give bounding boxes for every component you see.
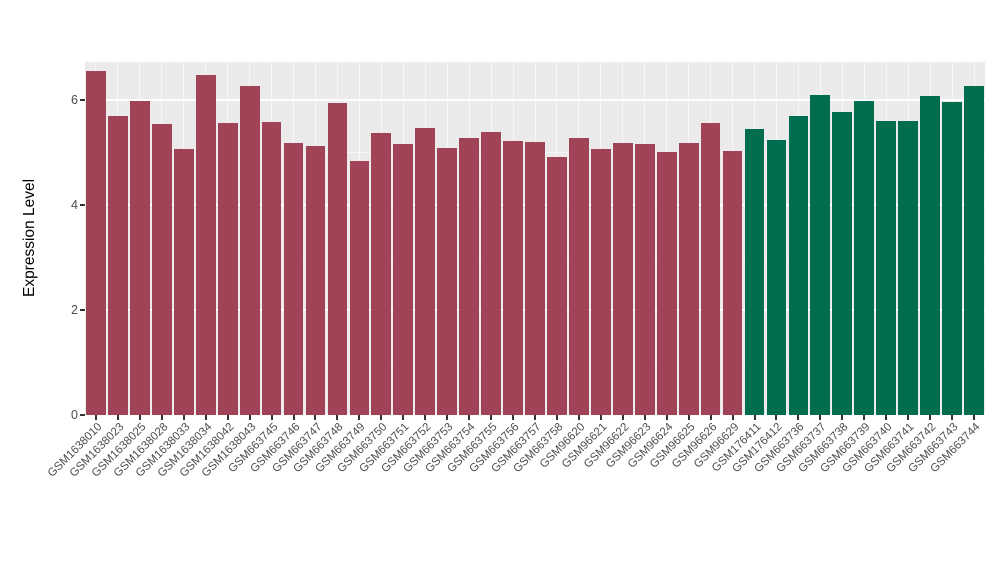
- x-tick-mark: [709, 415, 712, 420]
- x-tick-mark: [731, 415, 734, 420]
- bar: [86, 71, 106, 415]
- bar: [261, 122, 282, 415]
- bar: [964, 86, 984, 415]
- bar: [173, 148, 194, 415]
- x-tick-mark: [643, 415, 646, 420]
- bar: [283, 143, 304, 415]
- x-tick-mark: [534, 415, 536, 420]
- bar: [195, 75, 216, 415]
- x-tick-mark: [863, 415, 866, 420]
- x-tick-mark: [468, 415, 471, 420]
- x-tick-mark: [336, 415, 339, 420]
- y-tick-label: 6: [71, 93, 78, 108]
- x-tick-mark: [753, 415, 756, 420]
- bar: [854, 101, 875, 415]
- bar: [305, 146, 326, 415]
- x-tick-mark: [446, 415, 449, 420]
- y-tick-mark: [80, 309, 85, 312]
- x-tick-mark: [555, 415, 558, 420]
- bar: [612, 143, 633, 415]
- x-tick-mark: [512, 415, 515, 420]
- y-tick-mark: [80, 99, 85, 102]
- y-tick-mark: [80, 414, 85, 416]
- x-tick-mark: [248, 415, 251, 420]
- x-tick-mark: [841, 415, 844, 420]
- bar: [569, 138, 589, 415]
- bar: [437, 147, 458, 415]
- x-tick-mark: [907, 415, 910, 420]
- x-tick-mark: [424, 415, 427, 420]
- bar: [744, 129, 765, 415]
- bar: [415, 128, 436, 415]
- x-tick-mark: [797, 415, 800, 420]
- bar: [722, 151, 743, 415]
- x-tick-mark: [687, 415, 690, 420]
- bar: [656, 152, 677, 415]
- x-tick-mark: [270, 415, 273, 420]
- bar: [349, 161, 370, 415]
- y-tick-mark: [80, 204, 85, 207]
- x-tick-mark: [204, 415, 207, 420]
- x-tick-mark: [160, 415, 163, 420]
- bar: [239, 86, 260, 415]
- bar: [942, 102, 962, 415]
- bar: [590, 148, 611, 415]
- x-tick-mark: [951, 415, 954, 420]
- plot-panel: [85, 62, 985, 416]
- x-tick-mark: [929, 415, 932, 420]
- bar: [920, 96, 940, 415]
- bar: [108, 115, 128, 415]
- x-tick-mark: [94, 415, 97, 420]
- x-tick-mark: [292, 415, 295, 420]
- x-tick-mark: [358, 415, 361, 420]
- x-tick-mark: [973, 415, 976, 420]
- bar: [371, 133, 392, 415]
- bar: [810, 95, 831, 415]
- x-tick-mark: [599, 415, 602, 420]
- x-tick-labels: GSM1638010 GSM1638023 GSM1638025 GSM1638028…: [46, 421, 985, 571]
- bar: [700, 123, 721, 415]
- x-tick-mark: [621, 415, 624, 420]
- bar: [547, 157, 567, 415]
- bar: [151, 124, 172, 415]
- bar: [788, 116, 809, 415]
- y-tick-label: 4: [71, 198, 78, 213]
- bar: [832, 112, 853, 415]
- x-tick-mark: [665, 415, 668, 420]
- bar: [327, 103, 348, 415]
- bar: [217, 123, 238, 415]
- bar: [525, 142, 545, 415]
- x-tick-mark: [182, 415, 185, 420]
- y-tick-label: 0: [71, 408, 78, 422]
- bar: [459, 138, 480, 415]
- x-tick-mark: [490, 415, 493, 420]
- bar: [898, 121, 919, 415]
- bar: [766, 140, 787, 415]
- x-tick-mark: [819, 415, 822, 420]
- x-tick-mark: [885, 415, 888, 420]
- x-tick-mark: [226, 415, 229, 420]
- y-tick-label: 2: [71, 303, 78, 318]
- bar: [130, 101, 150, 415]
- x-tick-mark: [116, 415, 119, 420]
- x-tick-mark: [380, 415, 383, 420]
- bar: [503, 141, 523, 415]
- bar: [678, 143, 699, 415]
- bar: [393, 144, 414, 415]
- bar: [481, 132, 501, 415]
- bar: [876, 121, 897, 415]
- x-tick-mark: [138, 415, 141, 420]
- x-tick-mark: [314, 415, 317, 420]
- bar: [634, 144, 655, 415]
- x-tick-mark: [775, 415, 778, 420]
- x-tick-mark: [577, 415, 580, 420]
- x-tick-mark: [402, 415, 405, 420]
- y-tick-labels: 0 2 4 6: [0, 62, 78, 422]
